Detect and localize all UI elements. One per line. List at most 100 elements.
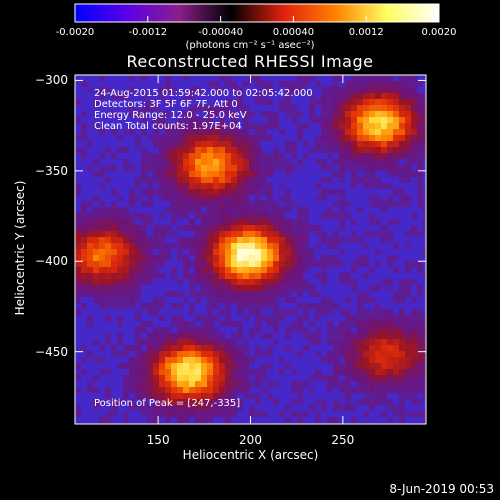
heatmap-cell (327, 123, 333, 129)
heatmap-cell (147, 369, 153, 375)
heatmap-cell (87, 285, 93, 291)
heatmap-cell (315, 273, 321, 279)
heatmap-cell (219, 363, 225, 369)
heatmap-cell (309, 153, 315, 159)
heatmap-cell (171, 363, 177, 369)
heatmap-cell (243, 405, 249, 411)
heatmap-cell (327, 105, 333, 111)
heatmap-cell (393, 195, 399, 201)
heatmap-cell (129, 333, 135, 339)
heatmap-cell (135, 99, 141, 105)
heatmap-cell (129, 141, 135, 147)
heatmap-cell (237, 177, 243, 183)
heatmap-cell (363, 417, 369, 423)
heatmap-cell (129, 261, 135, 267)
heatmap-cell (237, 387, 243, 393)
heatmap-cell (291, 177, 297, 183)
heatmap-cell (381, 249, 387, 255)
heatmap-cell (165, 147, 171, 153)
heatmap-cell (105, 81, 111, 87)
heatmap-cell (171, 249, 177, 255)
heatmap-cell (393, 417, 399, 423)
heatmap-cell (147, 273, 153, 279)
heatmap-cell (171, 195, 177, 201)
heatmap-cell (219, 165, 225, 171)
heatmap-cell (303, 363, 309, 369)
heatmap-cell (81, 99, 87, 105)
heatmap-cell (387, 357, 393, 363)
heatmap-cell (87, 213, 93, 219)
heatmap-cell (219, 351, 225, 357)
heatmap-cell (93, 105, 99, 111)
heatmap-cell (225, 255, 231, 261)
heatmap-cell (351, 279, 357, 285)
heatmap-cell (159, 141, 165, 147)
heatmap-cell (321, 297, 327, 303)
heatmap-cell (213, 105, 219, 111)
heatmap-cell (249, 141, 255, 147)
heatmap-cell (327, 153, 333, 159)
heatmap-cell (213, 393, 219, 399)
heatmap-cell (369, 309, 375, 315)
heatmap-cell (273, 123, 279, 129)
heatmap-cell (405, 171, 411, 177)
heatmap-cell (399, 333, 405, 339)
heatmap-cell (189, 201, 195, 207)
heatmap-cell (201, 273, 207, 279)
heatmap-cell (201, 315, 207, 321)
heatmap-cell (105, 411, 111, 417)
heatmap-cell (297, 351, 303, 357)
heatmap-cell (225, 243, 231, 249)
heatmap-cell (117, 399, 123, 405)
heatmap-cell (201, 117, 207, 123)
heatmap-cell (363, 393, 369, 399)
heatmap-cell (219, 177, 225, 183)
heatmap-cell (147, 381, 153, 387)
heatmap-cell (327, 135, 333, 141)
heatmap-cell (303, 141, 309, 147)
heatmap-cell (345, 393, 351, 399)
heatmap-cell (219, 273, 225, 279)
date-stamp: 8-Jun-2019 00:53 (389, 482, 494, 496)
heatmap-cell (309, 213, 315, 219)
heatmap-cell (303, 375, 309, 381)
heatmap-cell (111, 357, 117, 363)
heatmap-cell (87, 75, 93, 81)
heatmap-cell (195, 375, 201, 381)
heatmap-cell (303, 309, 309, 315)
heatmap-cell (111, 213, 117, 219)
heatmap-cell (243, 273, 249, 279)
heatmap-cell (363, 105, 369, 111)
heatmap-cell (333, 249, 339, 255)
heatmap-cell (219, 87, 225, 93)
heatmap-cell (123, 327, 129, 333)
heatmap-cell (141, 399, 147, 405)
heatmap-cell (393, 381, 399, 387)
heatmap-cell (321, 231, 327, 237)
heatmap-cell (225, 87, 231, 93)
heatmap-cell (135, 417, 141, 423)
heatmap-cell (285, 315, 291, 321)
heatmap-cell (207, 255, 213, 261)
heatmap-cell (249, 261, 255, 267)
heatmap-cell (345, 405, 351, 411)
heatmap-cell (255, 375, 261, 381)
heatmap-cell (249, 351, 255, 357)
heatmap-cell (279, 249, 285, 255)
heatmap-cell (147, 279, 153, 285)
heatmap-cell (111, 165, 117, 171)
heatmap-cell (165, 375, 171, 381)
heatmap-cell (309, 321, 315, 327)
heatmap-cell (309, 195, 315, 201)
heatmap-cell (339, 249, 345, 255)
heatmap-cell (111, 111, 117, 117)
heatmap-cell (339, 129, 345, 135)
heatmap-cell (213, 231, 219, 237)
heatmap-cell (135, 291, 141, 297)
heatmap-cell (345, 237, 351, 243)
heatmap-cell (165, 105, 171, 111)
heatmap-cell (339, 267, 345, 273)
heatmap-cell (321, 363, 327, 369)
heatmap-cell (261, 303, 267, 309)
heatmap-cell (129, 87, 135, 93)
